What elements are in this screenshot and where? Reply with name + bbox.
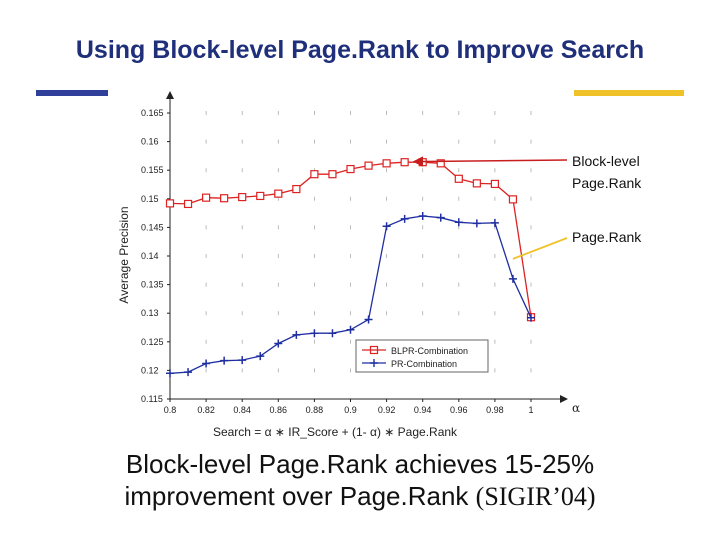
data-point-pr	[292, 330, 301, 339]
data-point-pr	[364, 315, 373, 324]
x-tick-label: 0.88	[306, 405, 324, 415]
y-tick-label: 0.12	[141, 365, 159, 375]
data-point-pr	[400, 214, 409, 223]
data-point-pr	[527, 313, 535, 322]
data-point-pr	[382, 222, 391, 231]
title-underline-right	[574, 90, 684, 96]
x-tick-label: 0.96	[450, 405, 468, 415]
slide-title: Using Block-level Page.Rank to Improve S…	[75, 36, 645, 64]
y-tick-label: 0.135	[141, 280, 164, 290]
y-tick-label: 0.155	[141, 165, 164, 175]
data-point-pr	[220, 356, 229, 365]
data-point-blpr	[220, 194, 229, 203]
data-point-pr	[310, 329, 319, 338]
legend-marker-pr	[370, 359, 378, 367]
caption-line-2-text: improvement over Page.Rank	[124, 481, 469, 511]
data-point-blpr	[454, 174, 463, 183]
x-tick-label: 0.98	[486, 405, 504, 415]
data-point-blpr	[165, 199, 175, 208]
annotation-arrow-pr	[512, 237, 568, 260]
data-point-blpr	[274, 189, 283, 198]
y-tick-label: 0.125	[141, 337, 164, 347]
annotation-blpr-line2: Page.Rank	[572, 175, 642, 191]
data-point-pr	[184, 368, 193, 377]
data-point-blpr	[508, 195, 518, 204]
x-tick-label: 0.86	[270, 405, 288, 415]
x-tick-label: 0.82	[197, 405, 215, 415]
data-point-blpr	[238, 192, 247, 202]
data-point-blpr	[183, 199, 193, 209]
x-tick-label: 1	[528, 405, 533, 415]
data-point-blpr	[472, 179, 481, 188]
data-point-blpr	[490, 179, 499, 189]
formula-label: Search = α ∗ IR_Score + (1- α) ∗ Page.Ra…	[213, 425, 458, 439]
data-point-blpr	[346, 164, 355, 174]
y-axis-arrowhead	[166, 91, 174, 99]
y-tick-label: 0.13	[141, 308, 159, 318]
legend-label-pr: PR-Combination	[391, 359, 457, 369]
data-point-pr	[328, 329, 337, 338]
data-point-pr	[454, 218, 463, 227]
data-point-pr	[508, 274, 517, 283]
title-underline-left	[36, 90, 108, 96]
caption-line-2: improvement over Page.Rank (SIGIR’04)	[0, 480, 720, 513]
x-tick-label: 0.84	[233, 405, 251, 415]
x-tick-label: 0.92	[378, 405, 396, 415]
x-tick-label: 0.9	[344, 405, 357, 415]
legend-box	[355, 339, 489, 373]
y-tick-label: 0.115	[141, 394, 163, 404]
data-point-pr	[436, 213, 445, 222]
data-point-pr	[490, 218, 499, 227]
y-tick-label: 0.14	[141, 251, 159, 261]
data-point-blpr	[256, 191, 265, 201]
x-tick-label: 0.8	[164, 405, 177, 415]
data-point-blpr	[292, 184, 301, 194]
data-point-pr	[256, 352, 265, 361]
data-point-pr	[166, 369, 174, 378]
data-point-blpr	[328, 170, 337, 179]
caption-tail: (SIGIR’04)	[475, 482, 596, 511]
caption-line-1: Block-level Page.Rank achieves 15-25%	[125, 449, 595, 479]
annotation-arrow-blpr	[412, 156, 568, 167]
x-axis-label: α	[572, 401, 580, 415]
data-point-blpr	[310, 170, 319, 179]
legend-marker-blpr	[369, 345, 379, 355]
data-point-blpr	[436, 159, 445, 168]
data-point-blpr	[364, 161, 373, 170]
y-tick-label: 0.16	[141, 137, 159, 147]
data-point-blpr	[400, 158, 409, 167]
annotation-blpr-line1: Block-level	[572, 153, 640, 169]
annotation-pr-line1: Page.Rank	[572, 229, 642, 245]
data-point-pr	[346, 325, 355, 334]
data-point-pr	[238, 356, 247, 365]
data-point-pr	[472, 219, 481, 228]
y-tick-label: 0.15	[141, 194, 159, 204]
legend-label-blpr: BLPR-Combination	[391, 346, 468, 356]
y-axis-label: Average Precision	[117, 206, 131, 303]
x-tick-label: 0.94	[414, 405, 432, 415]
y-tick-label: 0.165	[141, 108, 164, 118]
y-tick-label: 0.145	[141, 222, 164, 232]
data-point-pr	[274, 339, 283, 348]
x-axis-arrowhead	[560, 395, 568, 403]
data-point-pr	[202, 359, 211, 368]
data-point-blpr	[202, 193, 211, 202]
legend: BLPR-Combination PR-Combination	[355, 339, 489, 373]
slide-caption: Block-level Page.Rank achieves 15-25% im…	[0, 448, 720, 513]
data-point-pr	[418, 211, 427, 220]
data-point-blpr	[382, 159, 391, 168]
